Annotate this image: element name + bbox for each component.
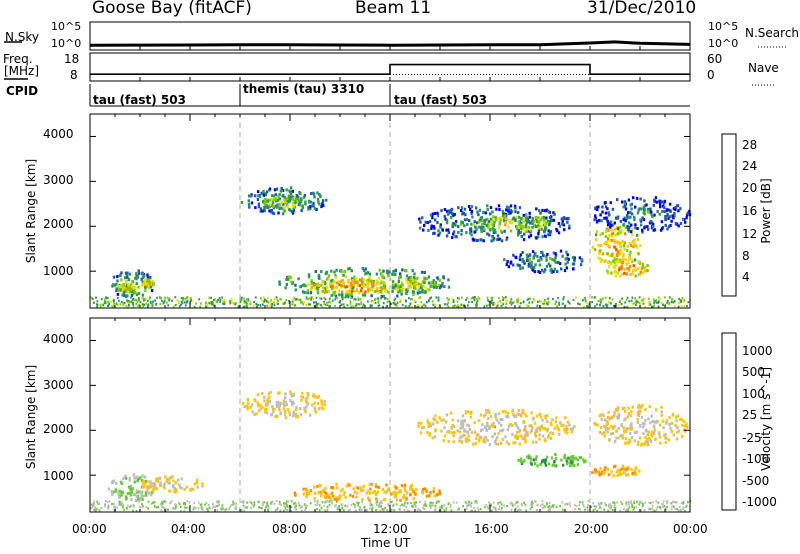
vel-ytick-2000: 2000	[43, 422, 74, 436]
freq-top-tick: 18	[64, 52, 80, 66]
power-region-12	[591, 223, 642, 267]
power-region-7	[307, 278, 397, 296]
velocity-scatter	[90, 318, 692, 513]
vel-cbar-title: Velocity [m s^-1]	[759, 366, 773, 471]
nsky-line	[89, 40, 691, 47]
power-ytick-2000: 2000	[43, 217, 74, 231]
xtick-0800: 08:00	[272, 522, 307, 536]
power-cbar-tick-12: 12	[742, 227, 758, 241]
vel-ytick-4000: 4000	[43, 332, 74, 346]
vel-region-5	[417, 408, 576, 447]
vel-cbar-tick-m100: -100	[742, 452, 770, 466]
power-region-14	[593, 196, 692, 234]
power-ytick-4000: 4000	[43, 127, 74, 141]
nsky-top-tick: 10^5	[51, 20, 82, 33]
vel-ytick-3000: 3000	[43, 378, 74, 392]
power-cbar-title: Power [dB]	[759, 178, 773, 244]
vel-region-6	[517, 453, 587, 468]
vel-region-4	[293, 482, 442, 502]
xtick-1600: 16:00	[474, 522, 509, 536]
date-title: 31/Dec/2010	[587, 0, 697, 18]
freq-bottom-tick: 8	[70, 68, 78, 82]
vel-region-3	[241, 390, 326, 420]
vel-ground-band	[90, 500, 692, 513]
vel-cbar-tick-m500: -500	[742, 474, 770, 488]
xtick-2000: 20:00	[574, 522, 609, 536]
power-cbar-tick-4: 4	[742, 270, 750, 284]
power-ground-band	[90, 296, 691, 309]
vel-plot-area	[90, 318, 690, 512]
cpid-label: CPID	[6, 84, 39, 98]
power-region-10	[472, 213, 548, 234]
power-plot-area	[90, 114, 690, 308]
vel-cbar-tick-25: 25	[742, 408, 758, 422]
xtick-1200: 12:00	[373, 522, 408, 536]
nsearch-label: N.Search	[745, 26, 800, 40]
power-region-2	[115, 283, 137, 294]
power-colorbar-frame	[721, 133, 737, 297]
nave-top-tick: 60	[707, 52, 723, 66]
power-ytick-1000: 1000	[43, 264, 74, 278]
nsky-label: N.Sky	[5, 30, 40, 44]
xlabel: Time UT	[361, 536, 411, 550]
cpid-segment-3: tau (fast) 503	[394, 93, 487, 107]
power-region-5	[262, 195, 307, 212]
power-ylabel: Slant Range [km]	[24, 158, 38, 264]
nave-label: Nave	[748, 61, 779, 75]
power-cbar-tick-28: 28	[742, 138, 758, 152]
vel-cbar-tick-500: 500	[742, 365, 765, 379]
nave-bottom-tick: 0	[707, 68, 715, 82]
axes-frames	[4, 21, 788, 513]
xtick-0400: 04:00	[171, 522, 206, 536]
power-region-3	[140, 278, 155, 289]
vel-ylabel: Slant Range [km]	[24, 364, 38, 470]
xtick-2400: 00:00	[673, 522, 708, 536]
cpid-segment-2: themis (tau) 3310	[243, 82, 365, 96]
cpid-segment-1: tau (fast) 503	[93, 93, 186, 107]
power-scatter	[90, 114, 692, 309]
vel-cbar-tick-1000: 1000	[742, 344, 773, 358]
power-cbar-tick-8: 8	[742, 249, 750, 263]
station-title: Goose Bay (fitACF)	[92, 0, 252, 18]
vel-region-8	[593, 403, 689, 447]
vel-region-1	[107, 473, 156, 503]
vel-cbar-tick-m1000: -1000	[742, 495, 777, 509]
power-ytick-3000: 3000	[43, 173, 74, 187]
velocity-colorbar-frame	[721, 332, 737, 511]
power-region-8	[391, 275, 436, 294]
nsearch-top-tick: 10^5	[708, 20, 739, 33]
power-region-11	[503, 249, 584, 274]
power-cbar-tick-24: 24	[742, 159, 758, 173]
power-region-9	[418, 204, 571, 243]
power-cbar-tick-16: 16	[742, 204, 758, 218]
nsky-bottom-tick: 10^0	[51, 37, 82, 50]
freq-label: Freq.	[3, 52, 33, 66]
vel-region-7	[591, 464, 641, 478]
vel-ytick-1000: 1000	[43, 469, 74, 483]
power-cbar-tick-20: 20	[742, 181, 758, 195]
beam-title: Beam 11	[355, 0, 432, 18]
vel-cbar-tick-m25: -25	[742, 431, 762, 445]
power-region-13	[606, 258, 649, 278]
freq-unit-label: [MHz]	[4, 64, 40, 78]
summary-lines	[89, 40, 691, 75]
colorbars	[721, 133, 737, 511]
vel-cbar-tick-100: 100	[742, 387, 765, 401]
vel-region-2	[141, 475, 204, 494]
nsearch-bottom-tick: 10^0	[708, 37, 739, 50]
xtick-0000: 00:00	[72, 522, 107, 536]
